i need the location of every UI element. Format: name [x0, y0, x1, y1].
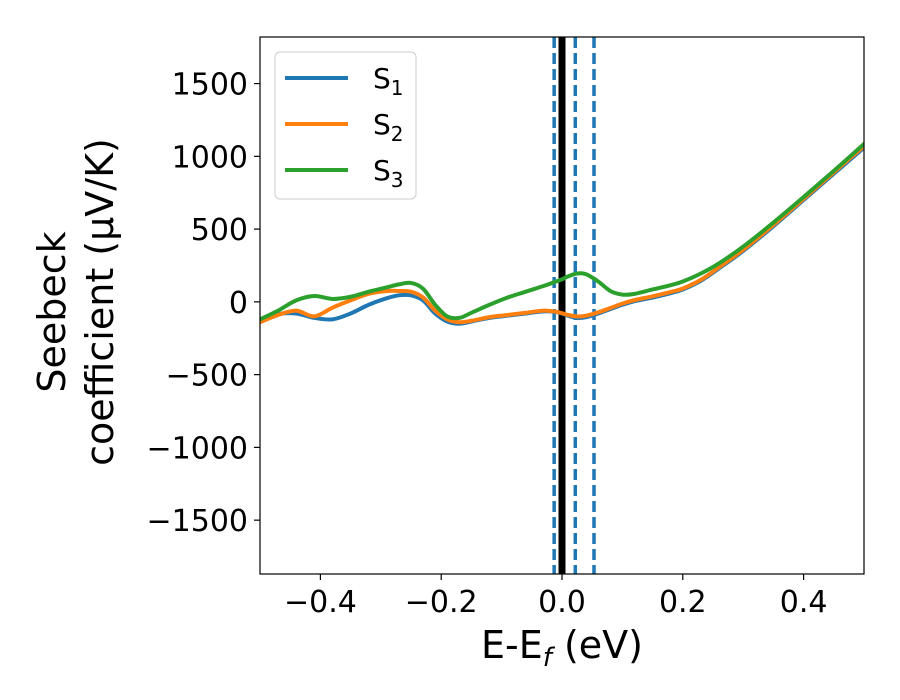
x-tick-label: −0.4 [284, 585, 357, 620]
y-tick-label: 1500 [172, 68, 248, 103]
y-tick-label: −1000 [147, 431, 248, 466]
series-line-s3 [260, 141, 864, 322]
y-axis-title-line1: Seebeck [30, 231, 74, 392]
x-axis-title-unit: (eV) [552, 623, 643, 667]
legend-label-s3: S3 [373, 154, 404, 192]
y-tick-label: 500 [191, 213, 248, 248]
series-lines [260, 141, 864, 326]
y-tick-label: 0 [229, 286, 248, 321]
y-axis-title-line2: coefficient (μV/K) [78, 138, 122, 466]
x-axis-ticks: −0.4 −0.2 0.0 0.2 0.4 [284, 574, 827, 620]
y-tick-label: 1000 [172, 140, 248, 175]
y-tick-label: −1500 [147, 504, 248, 539]
y-axis-ticks: 1500 1000 500 0 −500 −1000 −1500 [147, 68, 260, 539]
legend-label-s1: S1 [373, 62, 404, 100]
x-tick-label: 0.2 [659, 585, 707, 620]
y-axis-title: Seebeck coefficient (μV/K) [30, 138, 122, 466]
x-tick-label: −0.2 [405, 585, 478, 620]
x-axis-title: E-Ef (eV) [481, 623, 643, 673]
series-line-s2 [260, 144, 864, 325]
reference-lines [552, 37, 596, 574]
x-axis-title-main: E-E [481, 623, 543, 667]
y-tick-label: −500 [166, 359, 248, 394]
legend: S1 S2 S3 [274, 51, 417, 200]
x-tick-label: 0.4 [780, 585, 828, 620]
x-tick-label: 0.0 [538, 585, 586, 620]
legend-label-s2: S2 [373, 108, 404, 146]
